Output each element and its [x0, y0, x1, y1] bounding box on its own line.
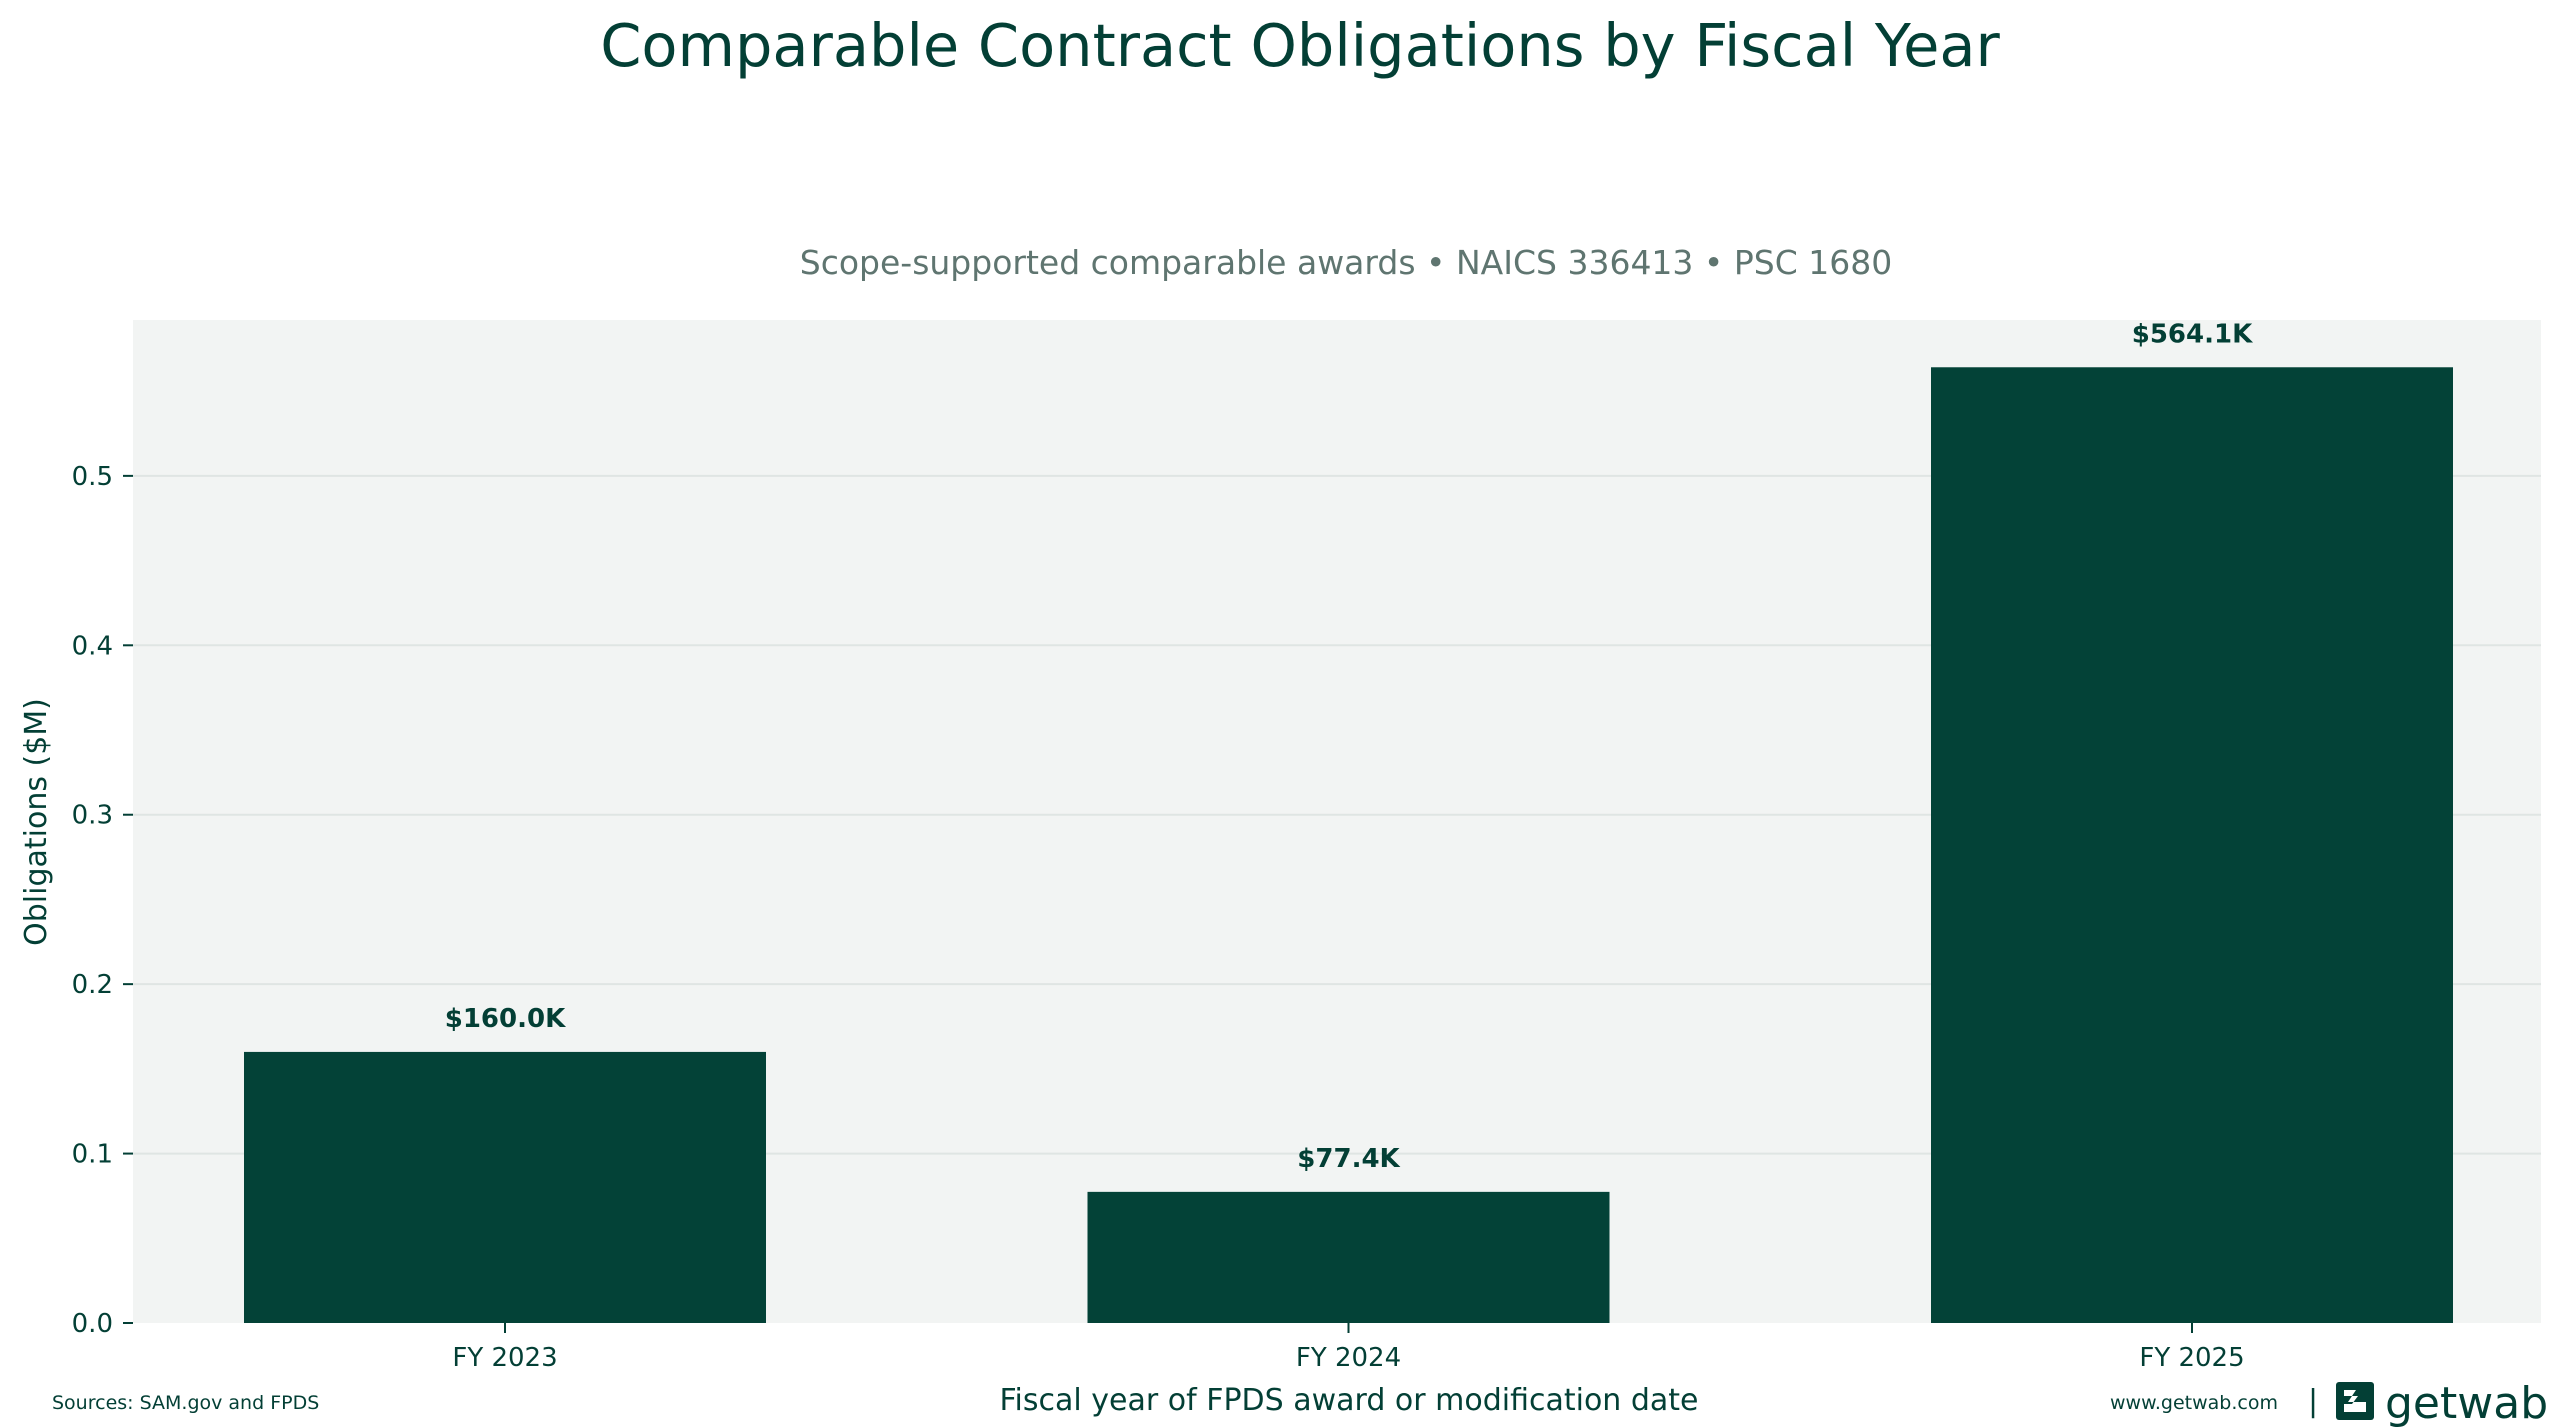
bar-value-label: $160.0K — [445, 1004, 566, 1034]
y-tick-label: 0.0 — [72, 1309, 113, 1339]
chart-subtitle: Scope-supported comparable awards • NAIC… — [800, 243, 1892, 282]
bar-fy-2025 — [1931, 367, 2453, 1323]
x-tick-label: FY 2025 — [2139, 1343, 2244, 1373]
bars — [244, 367, 2453, 1323]
sources-note: Sources: SAM.gov and FPDS — [52, 1392, 319, 1414]
bar-value-label: $564.1K — [2132, 319, 2253, 349]
y-tick-label: 0.1 — [72, 1140, 113, 1170]
y-tick-label: 0.2 — [72, 970, 113, 1000]
bar-value-labels: $160.0K $77.4K $564.1K — [445, 319, 2253, 1174]
bar-fy-2023 — [244, 1051, 766, 1323]
x-axis: FY 2023 FY 2024 FY 2025 — [452, 1323, 2245, 1373]
bar-value-label: $77.4K — [1297, 1144, 1400, 1174]
x-axis-label: Fiscal year of FPDS award or modificatio… — [999, 1383, 1698, 1418]
y-tick-label: 0.5 — [72, 462, 113, 492]
getwab-logo-icon — [2336, 1382, 2374, 1420]
y-axis: 0.0 0.1 0.2 0.3 0.4 0.5 — [72, 462, 133, 1339]
y-tick-label: 0.4 — [72, 631, 113, 661]
website-link[interactable]: www.getwab.com — [2110, 1392, 2278, 1414]
y-tick-label: 0.3 — [72, 801, 113, 831]
chart-title: Comparable Contract Obligations by Fisca… — [600, 11, 2000, 80]
footer-separator: | — [2308, 1384, 2318, 1419]
brand-name: getwab — [2385, 1378, 2548, 1427]
x-tick-label: FY 2024 — [1296, 1343, 1401, 1373]
y-axis-label: Obligations ($M) — [19, 698, 54, 946]
x-tick-label: FY 2023 — [452, 1343, 557, 1373]
bar-fy-2024 — [1087, 1191, 1610, 1323]
